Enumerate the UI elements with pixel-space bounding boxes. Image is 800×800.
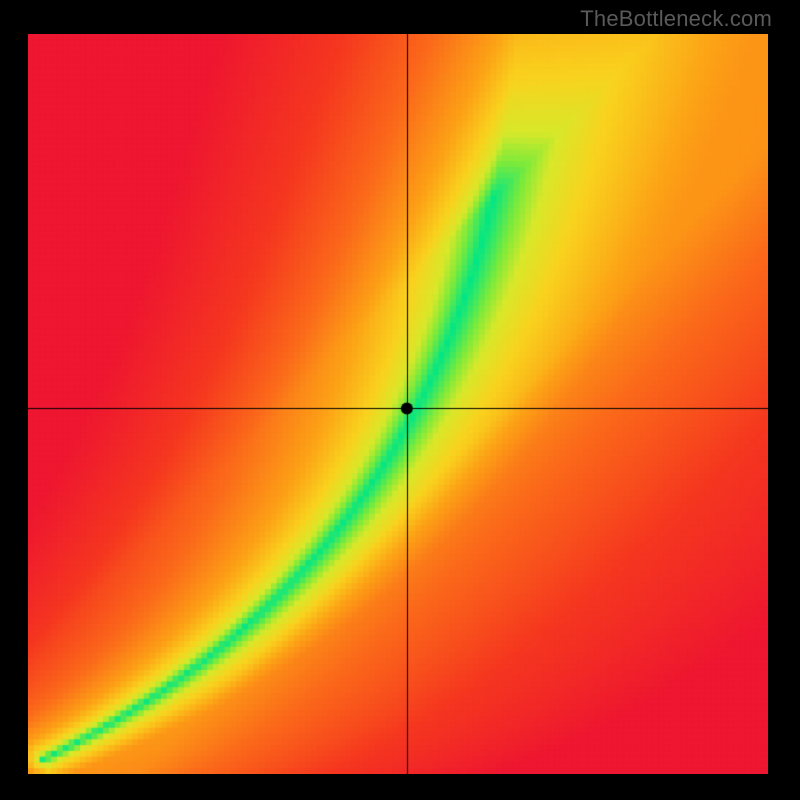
watermark-text: TheBottleneck.com bbox=[580, 6, 772, 32]
chart-frame: TheBottleneck.com bbox=[0, 0, 800, 800]
heatmap-canvas bbox=[28, 34, 768, 774]
